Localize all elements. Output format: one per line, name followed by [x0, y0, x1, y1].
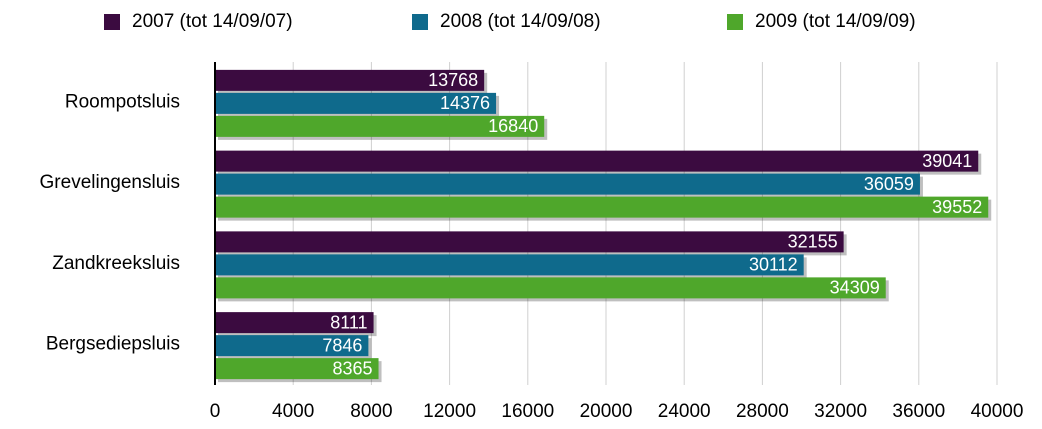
bar: [215, 115, 545, 137]
value-label: 8365: [332, 358, 372, 378]
value-label: 8111: [330, 312, 367, 332]
value-label: 13768: [428, 70, 478, 90]
legend-swatch: [104, 14, 120, 30]
legend-label: 2008 (tot 14/09/08): [440, 11, 601, 32]
y-tick-label: Grevelingensluis: [40, 172, 180, 193]
y-tick-label: Bergsediepsluis: [46, 334, 180, 355]
bar: [215, 231, 844, 253]
value-label: 30112: [749, 255, 798, 275]
value-label: 39041: [922, 151, 972, 171]
x-tick-label: 28000: [736, 401, 789, 422]
value-label: 39552: [932, 197, 982, 217]
x-tick-label: 24000: [658, 401, 711, 422]
bar: [215, 92, 497, 114]
bar: [215, 335, 369, 357]
bar: [215, 150, 979, 172]
legend-label: 2009 (tot 14/09/09): [755, 11, 916, 32]
x-tick-label: 8000: [350, 401, 392, 422]
value-label: 14376: [440, 93, 490, 113]
x-tick-label: 0: [210, 401, 221, 422]
value-label: 16840: [488, 116, 538, 136]
bar: [215, 277, 886, 299]
bar: [215, 254, 804, 276]
legend-swatch: [727, 14, 743, 30]
x-tick-label: 40000: [971, 401, 1024, 422]
x-tick-label: 32000: [814, 401, 867, 422]
value-label: 34309: [830, 278, 880, 298]
value-label: 32155: [788, 232, 838, 252]
legend-swatch: [412, 14, 428, 30]
bar: [215, 358, 379, 380]
x-tick-label: 12000: [423, 401, 476, 422]
x-tick-label: 20000: [580, 401, 633, 422]
bar: [215, 312, 374, 334]
y-tick-label: Zandkreeksluis: [52, 253, 180, 274]
x-tick-label: 4000: [272, 401, 314, 422]
x-tick-label: 16000: [501, 401, 554, 422]
bar: [215, 196, 989, 218]
legend-label: 2007 (tot 14/09/07): [132, 11, 293, 32]
bar: [215, 69, 485, 91]
bar: [215, 173, 920, 195]
value-label: 7846: [322, 335, 362, 355]
value-label: 36059: [864, 174, 914, 194]
y-tick-label: Roompotsluis: [65, 91, 180, 112]
x-tick-label: 36000: [892, 401, 945, 422]
